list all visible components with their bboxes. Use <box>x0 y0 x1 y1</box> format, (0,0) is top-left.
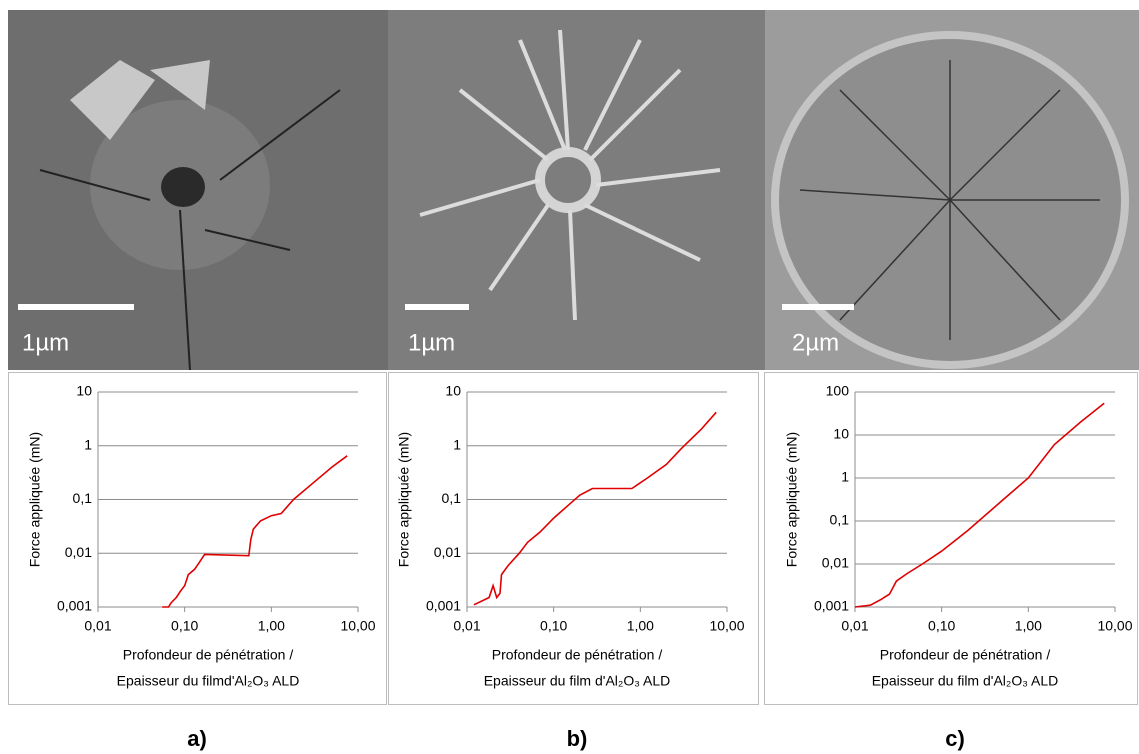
y-tick-label: 0,001 <box>814 598 849 614</box>
x-axis-label: Profondeur de pénétration / <box>123 647 294 663</box>
indent-center <box>161 167 205 207</box>
x-tick-label: 0,10 <box>928 618 955 634</box>
y-tick-label: 1 <box>453 436 461 452</box>
y-tick-label: 1 <box>841 469 849 485</box>
x-tick-label: 1,00 <box>627 618 654 634</box>
data-line <box>473 411 717 606</box>
x-tick-label: 1,00 <box>258 618 285 634</box>
y-axis-label: Force appliquée (mN) <box>784 432 800 567</box>
crack <box>799 60 1100 340</box>
x-axis-label: Epaisseur du film d'Al₂O₃ ALD <box>872 673 1059 689</box>
y-tick-label: 0,001 <box>57 598 92 614</box>
y-tick-label: 0,01 <box>65 544 92 560</box>
chart-frame <box>764 372 1138 705</box>
y-axis-label: Force appliquée (mN) <box>396 432 412 567</box>
scale-bar <box>405 304 469 310</box>
panel-label: b) <box>567 726 588 751</box>
panel-label: c) <box>945 726 965 751</box>
y-tick-label: 0,01 <box>822 555 849 571</box>
y-tick-label: 100 <box>826 383 850 399</box>
crack <box>419 29 721 321</box>
scale-bar <box>18 304 134 310</box>
x-tick-label: 0,01 <box>84 618 111 634</box>
x-axis-label: Epaisseur du film d'Al₂O₃ ALD <box>484 673 671 689</box>
y-tick-label: 10 <box>833 426 849 442</box>
y-tick-label: 1 <box>84 436 92 452</box>
y-tick-label: 10 <box>445 383 461 399</box>
y-tick-label: 0,01 <box>434 544 461 560</box>
scale-label: 1µm <box>22 329 69 356</box>
y-axis-label: Force appliquée (mN) <box>27 432 43 567</box>
x-axis-label: Profondeur de pénétration / <box>492 647 663 663</box>
scale-label: 1µm <box>408 329 455 356</box>
x-tick-label: 10,00 <box>340 618 375 634</box>
y-tick-label: 0,1 <box>442 490 462 506</box>
crack <box>39 89 341 371</box>
data-line <box>854 402 1105 608</box>
x-axis-label: Epaisseur du filmd'Al₂O₃ ALD <box>117 673 300 689</box>
flake <box>70 60 210 140</box>
chart-frame <box>8 372 387 705</box>
y-tick-label: 0,1 <box>73 490 93 506</box>
chart-frame <box>388 372 759 705</box>
x-tick-label: 10,00 <box>1097 618 1132 634</box>
y-tick-label: 0,1 <box>830 512 850 528</box>
x-tick-label: 0,10 <box>540 618 567 634</box>
data-line <box>162 455 348 608</box>
x-tick-label: 10,00 <box>709 618 744 634</box>
scale-label: 2µm <box>792 329 839 356</box>
x-tick-label: 0,01 <box>841 618 868 634</box>
y-tick-label: 0,001 <box>426 598 461 614</box>
x-tick-label: 0,10 <box>171 618 198 634</box>
x-axis-label: Profondeur de pénétration / <box>880 647 1051 663</box>
x-tick-label: 0,01 <box>453 618 480 634</box>
y-tick-label: 10 <box>76 383 92 399</box>
panel-label: a) <box>187 726 207 751</box>
x-tick-label: 1,00 <box>1015 618 1042 634</box>
scale-bar <box>782 304 854 310</box>
